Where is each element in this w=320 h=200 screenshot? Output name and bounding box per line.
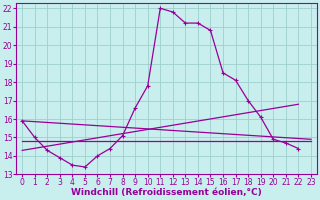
X-axis label: Windchill (Refroidissement éolien,°C): Windchill (Refroidissement éolien,°C) xyxy=(71,188,262,197)
